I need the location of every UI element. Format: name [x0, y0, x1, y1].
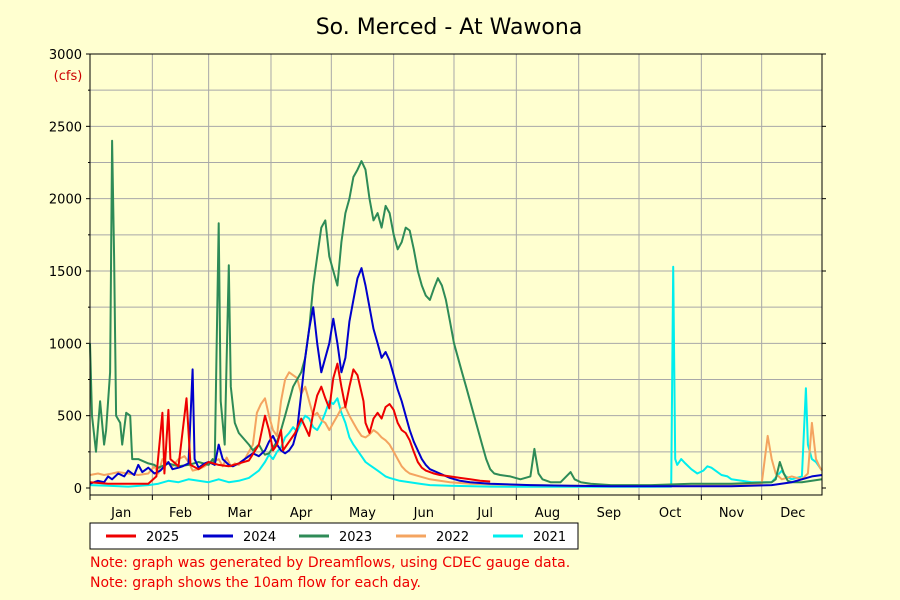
legend: 2025 2024 2023 2022 2021 [89, 522, 579, 550]
y-tick-label: 2000 [49, 193, 82, 208]
x-tick-label: Aug [535, 506, 560, 521]
x-tick-label: Apr [290, 506, 313, 521]
x-tick-label: Nov [719, 506, 745, 521]
series-line-2025 [89, 362, 491, 485]
chart-title: So. Merced - At Wawona [316, 15, 583, 40]
y-tick-label: 3000 [49, 48, 82, 63]
series-group [89, 139, 823, 488]
x-tick-label: May [349, 506, 376, 521]
y-tick-label: 2500 [49, 120, 82, 135]
x-tick-label: Oct [659, 506, 681, 521]
legend-label-2022: 2022 [436, 530, 469, 545]
x-tick-label: Jun [413, 506, 434, 521]
y-axis: 0 500 1000 1500 2000 2500 3000 [49, 48, 826, 497]
y-tick-label: 1000 [49, 337, 82, 352]
legend-label-2024: 2024 [243, 530, 276, 545]
x-tick-label: Jul [476, 506, 493, 521]
plot-frame [89, 53, 823, 496]
legend-label-2023: 2023 [339, 530, 372, 545]
x-tick-label: Dec [780, 506, 805, 521]
y-tick-label: 1500 [49, 265, 82, 280]
y-tick-label: 0 [74, 482, 82, 497]
x-tick-label: Feb [169, 506, 192, 521]
y-unit-label: (cfs) [54, 69, 83, 84]
y-tick-label: 500 [57, 410, 82, 425]
series-line-2021 [89, 265, 823, 488]
x-axis: Jan Feb Mar Apr May Jun Jul Aug Sep Oct Nov Dec [89, 495, 805, 521]
x-tick-label: Mar [228, 506, 253, 521]
legend-label-2021: 2021 [533, 530, 566, 545]
x-tick-label: Jan [110, 506, 131, 521]
series-line-2024 [89, 267, 823, 488]
grid [90, 54, 822, 495]
note-line-1: Note: graph was generated by Dreamflows,… [90, 555, 570, 571]
note-line-2: Note: graph shows the 10am flow for each… [90, 575, 421, 591]
x-tick-label: Sep [597, 506, 622, 521]
legend-label-2025: 2025 [146, 530, 179, 545]
series-line-2023 [89, 139, 823, 487]
